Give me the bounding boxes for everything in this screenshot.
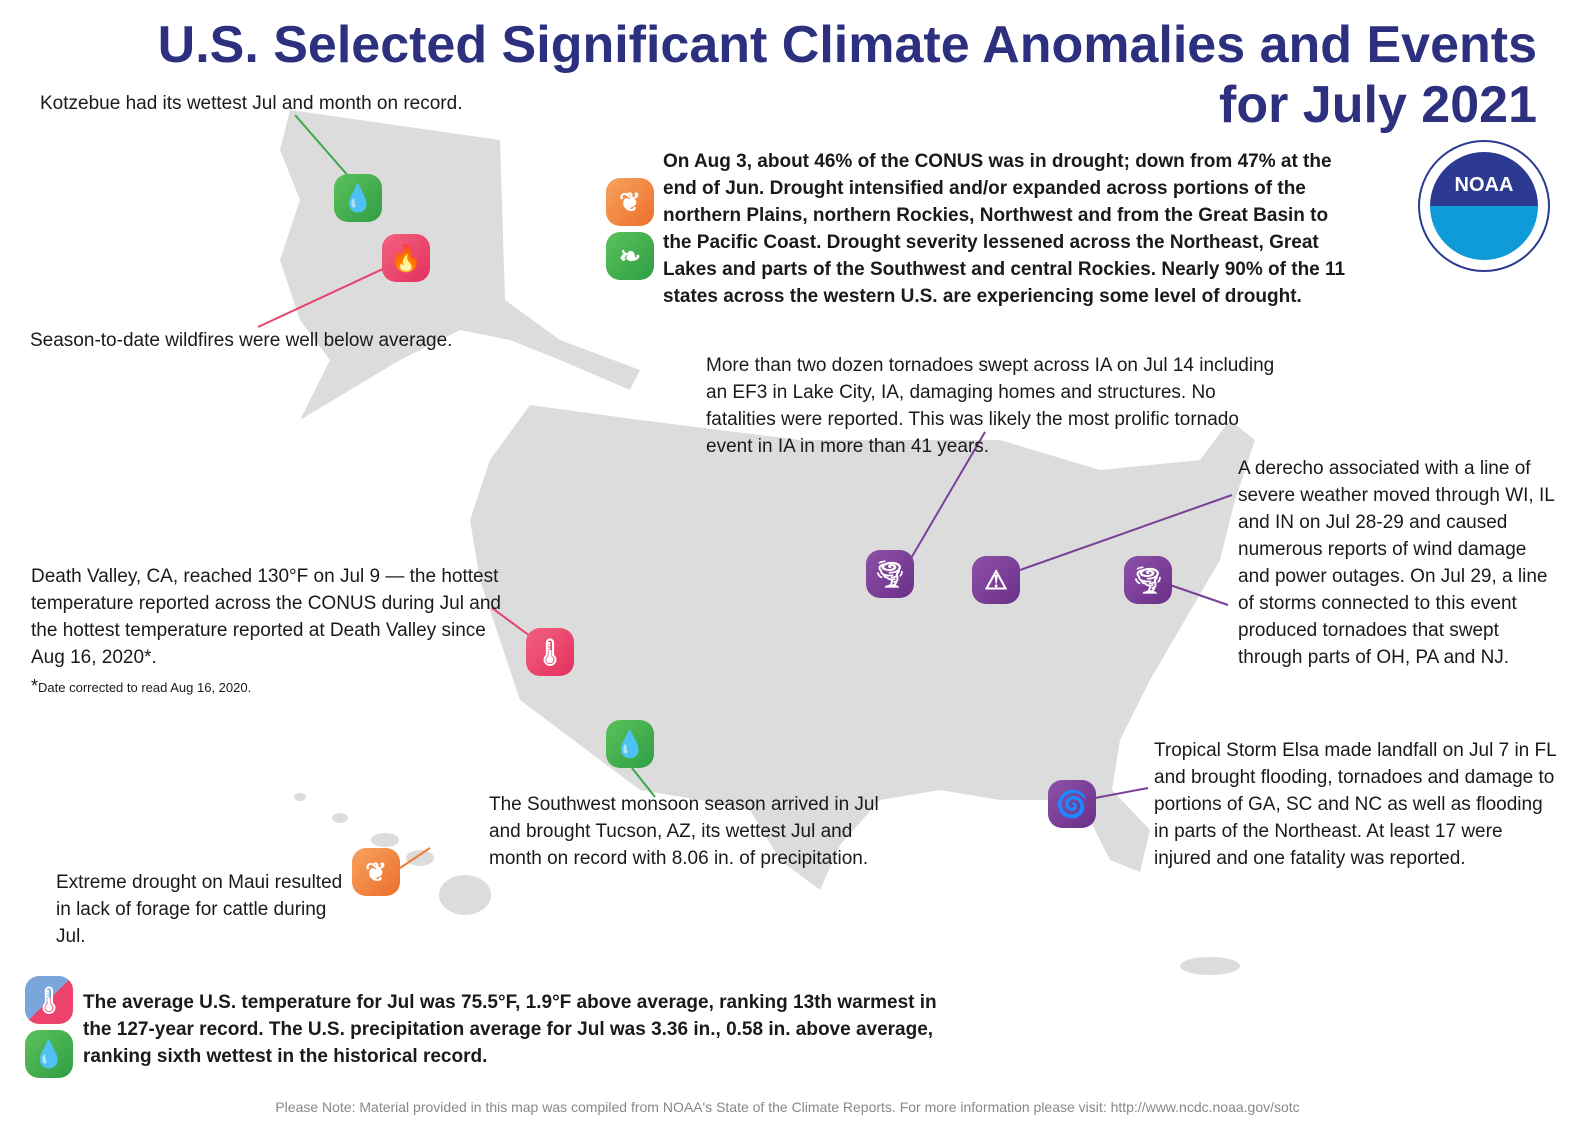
noaa-logo-text: NOAA	[1430, 152, 1538, 260]
puerto-rico-shape	[1180, 957, 1240, 975]
temperature-icon: 🌡	[25, 976, 73, 1024]
elsa-text: Tropical Storm Elsa made landfall on Jul…	[1154, 740, 1556, 869]
hurricane-icon: 🌀	[1048, 780, 1096, 828]
footnote-mark: *	[31, 676, 39, 696]
thermometer-icon: 🌡	[526, 628, 574, 676]
kotzebue-text: Kotzebue had its wettest Jul and month o…	[40, 93, 463, 114]
footnote-text: Date corrected to read Aug 16, 2020.	[38, 680, 252, 695]
maui-text: Extreme drought on Maui resulted in lack…	[56, 872, 343, 947]
conus-shape	[470, 405, 1255, 890]
derecho-text: A derecho associated with a line of seve…	[1238, 458, 1555, 668]
summary-text: The average U.S. temperature for Jul was…	[83, 992, 937, 1067]
precipitation-icon: 💧	[25, 1030, 73, 1078]
drought-text: On Aug 3, about 46% of the CONUS was in …	[663, 151, 1346, 307]
noaa-logo: NOAA	[1418, 140, 1550, 272]
rain-drops-icon: 💧	[606, 720, 654, 768]
monsoon-text: The Southwest monsoon season arrived in …	[489, 794, 879, 869]
source-note: Please Note: Material provided in this m…	[275, 1099, 1300, 1115]
drought-icon: ❦	[352, 848, 400, 896]
title-line-2: for July 2021	[1219, 76, 1537, 134]
drought-improvement-icon: ❧	[606, 232, 654, 280]
death-valley-footnote: *Date corrected to read Aug 16, 2020.	[31, 676, 251, 697]
death-valley-text: Death Valley, CA, reached 130°F on Jul 9…	[31, 566, 501, 668]
hawaii-shape	[294, 793, 491, 915]
tornado-icon: 🌪	[1124, 556, 1172, 604]
tornado-icon: 🌪	[866, 550, 914, 598]
alaska-fire-text: Season-to-date wildfires were well below…	[30, 330, 453, 351]
iowa-tornado-text: More than two dozen tornadoes swept acro…	[706, 355, 1275, 457]
title-line-1: U.S. Selected Significant Climate Anomal…	[157, 16, 1537, 74]
rain-drops-icon: 💧	[334, 174, 382, 222]
fire-icon: 🔥	[382, 234, 430, 282]
warning-icon: ⚠	[972, 556, 1020, 604]
drought-icon: ❦	[606, 178, 654, 226]
